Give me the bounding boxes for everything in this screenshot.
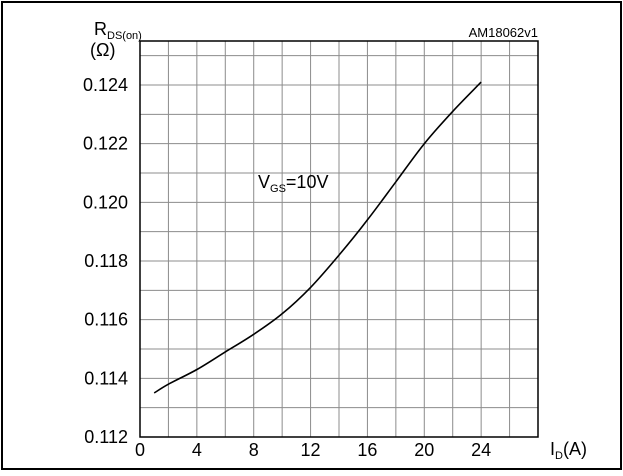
grid — [140, 41, 538, 437]
tick-labels: 0 4 8 12 16 20 24 0.112 0.114 0.116 0.118 0.120 0.12… — [83, 75, 491, 460]
x-tick-label: 16 — [357, 440, 377, 460]
y-tick-label: 0.124 — [83, 75, 128, 95]
x-tick-label: 0 — [135, 440, 145, 460]
x-axis-label-main: I — [550, 439, 555, 459]
x-tick-label: 8 — [249, 440, 259, 460]
y-tick-label: 0.122 — [83, 134, 128, 154]
x-tick-label: 20 — [414, 440, 434, 460]
vgs-annotation-main: V — [258, 172, 270, 192]
y-tick-label: 0.114 — [84, 368, 128, 388]
y-tick-label: 0.116 — [84, 310, 128, 330]
rdson-curve — [153, 81, 482, 394]
y-tick-label: 0.118 — [84, 251, 128, 271]
y-tick-label: 0.112 — [84, 427, 128, 447]
y-tick-label: 0.120 — [83, 192, 128, 212]
x-tick-label: 24 — [471, 440, 491, 460]
figure-id: AM18062v1 — [469, 25, 538, 40]
plot-area — [139, 40, 539, 438]
x-axis-label-sub: D — [555, 450, 563, 462]
x-axis-label: ID(A) — [550, 439, 587, 462]
x-tick-label: 12 — [301, 440, 321, 460]
vgs-annotation-sub: GS — [270, 183, 286, 195]
y-axis-unit: (Ω) — [90, 40, 115, 60]
y-axis-label-sub: DS(on) — [107, 30, 142, 42]
vgs-annotation: VGS=10V — [258, 172, 328, 195]
x-tick-label: 4 — [192, 440, 202, 460]
y-axis-label-main: R — [94, 19, 107, 39]
vgs-annotation-value: =10V — [286, 172, 329, 192]
x-axis-label-unit: (A) — [563, 439, 587, 459]
y-axis-label: RDS(on) — [94, 19, 142, 42]
